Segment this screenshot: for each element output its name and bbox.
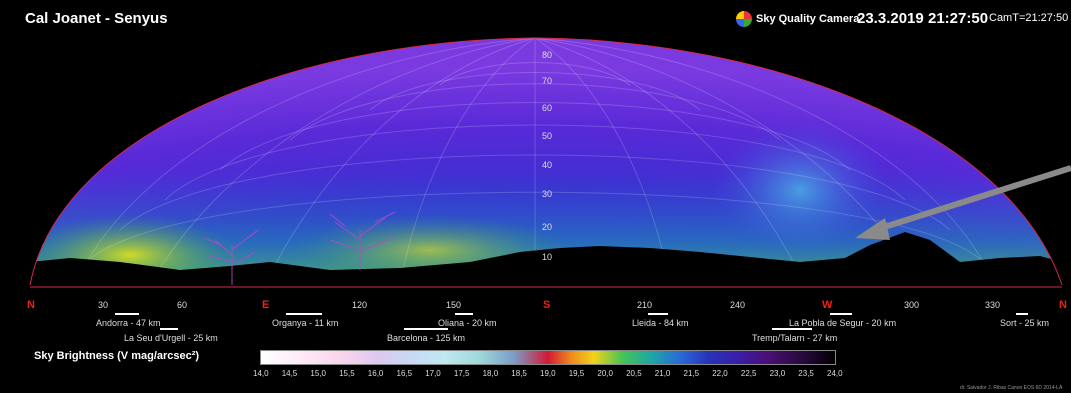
scale-value: 15,5 [339,369,355,378]
scale-value: 18,5 [511,369,527,378]
altitude-label: 30 [542,189,552,199]
place-label: Lleida - 84 km [632,318,689,328]
place-label: La Pobla de Segur - 20 km [789,318,896,328]
place-marker [404,328,448,330]
scale-value: 22,0 [712,369,728,378]
place-marker [115,313,139,315]
cardinal-north-right: N [1059,299,1067,311]
scale-value: 14,0 [253,369,269,378]
altitude-label: 40 [542,160,552,170]
scale-value: 23,5 [798,369,814,378]
altitude-label: 20 [542,222,552,232]
scale-value: 21,0 [655,369,671,378]
place-marker [772,328,812,330]
scale-value: 22,5 [741,369,757,378]
azimuth-tick: 150 [446,300,461,310]
scale-value: 19,0 [540,369,556,378]
cardinal-south: S [543,299,550,311]
legend-title: Sky Brightness (V mag/arcsec²) [34,350,199,362]
scale-value: 16,0 [368,369,384,378]
altitude-label: 10 [542,252,552,262]
scale-value: 16,5 [397,369,413,378]
altitude-label: 80 [542,50,552,60]
place-label: Andorra - 47 km [96,318,161,328]
place-label: Sort - 25 km [1000,318,1049,328]
altitude-label: 70 [542,76,552,86]
sky-dome-image [0,0,1071,300]
azimuth-tick: 240 [730,300,745,310]
place-label: Organya - 11 km [272,318,338,328]
credit-text: dr. Salvador J. Ribas Canon EOS 6D 2014-… [960,385,1062,391]
azimuth-tick: 30 [98,300,108,310]
azimuth-tick: 60 [177,300,187,310]
place-marker [286,313,322,315]
scale-value: 20,5 [626,369,642,378]
scale-value: 24,0 [827,369,843,378]
scale-value: 14,5 [282,369,298,378]
cardinal-north-left: N [27,299,35,311]
place-marker [648,313,668,315]
altitude-label: 50 [542,131,552,141]
place-marker [455,313,473,315]
azimuth-tick: 330 [985,300,1000,310]
place-marker [160,328,178,330]
place-label: La Seu d'Urgell - 25 km [124,333,218,343]
brightness-color-scale [260,350,836,365]
scale-values: 14,0 14,5 15,0 15,5 16,0 16,5 17,0 17,5 18,0 18,5… [252,369,850,381]
altitude-label: 60 [542,103,552,113]
scale-value: 15,0 [310,369,326,378]
place-marker [830,313,852,315]
cardinal-west: W [822,299,832,311]
place-label: Oliana - 20 km [438,318,497,328]
cardinal-east: E [262,299,269,311]
place-label: Barcelona - 125 km [387,333,465,343]
azimuth-tick: 120 [352,300,367,310]
scale-value: 18,0 [483,369,499,378]
azimuth-tick: 210 [637,300,652,310]
scale-value: 23,0 [770,369,786,378]
place-marker [1016,313,1028,315]
scale-value: 17,0 [425,369,441,378]
scale-value: 20,0 [597,369,613,378]
scale-value: 21,5 [684,369,700,378]
scale-value: 17,5 [454,369,470,378]
scale-value: 19,5 [569,369,585,378]
place-label: Tremp/Talarn - 27 km [752,333,837,343]
azimuth-tick: 300 [904,300,919,310]
